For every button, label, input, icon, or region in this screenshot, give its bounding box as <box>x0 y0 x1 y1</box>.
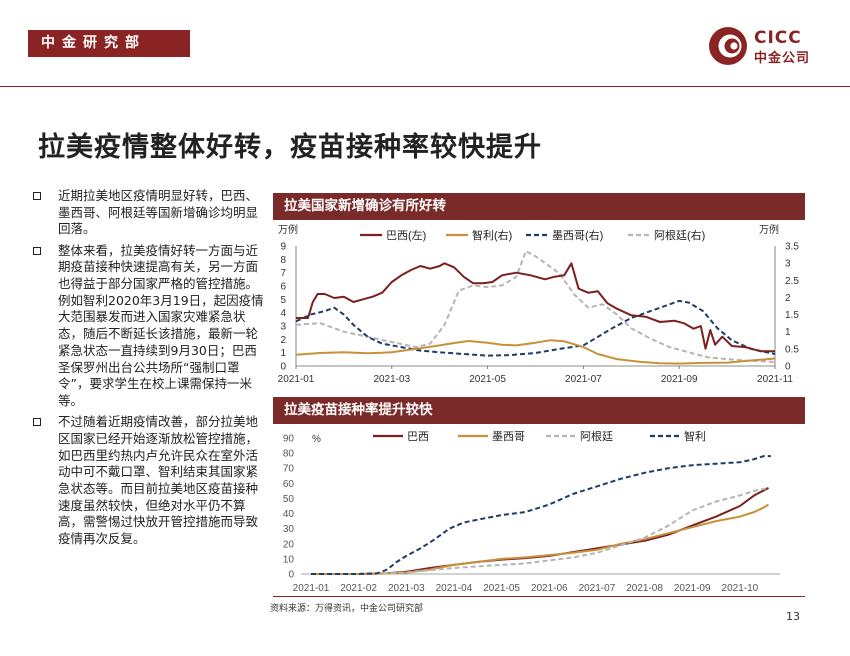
chart1-header: 拉美国家新增确诊有所好转 <box>273 193 805 220</box>
x-tick-label: 2021-01 <box>293 583 330 594</box>
y-tick-label: 0 <box>288 570 294 581</box>
y-tick-label-right: 3 <box>785 259 791 270</box>
series-line-0 <box>311 487 769 575</box>
page-title: 拉美疫情整体好转，疫苗接种率较快提升 <box>38 132 542 163</box>
chart2-header: 拉美疫苗接种率提升较快 <box>273 397 805 424</box>
checkbox-bullet-icon <box>33 192 41 200</box>
x-tick-label: 2021-09 <box>661 374 698 385</box>
y-tick-label-left: 5 <box>280 295 286 306</box>
legend-label: 巴西 <box>407 431 429 443</box>
checkbox-bullet-icon <box>33 418 41 427</box>
x-tick-label: 2021-04 <box>436 583 473 594</box>
legend-label: 墨西哥 <box>492 430 525 443</box>
x-tick-label: 2021-08 <box>626 583 663 594</box>
x-tick-label: 2021-05 <box>483 583 520 594</box>
y-tick-label-left: 7 <box>280 268 286 279</box>
y-tick-label-right: 3.5 <box>785 242 799 253</box>
vaccination-chart: % 0 10 20 30 40 50 60 70 80 90 2021-01 2021-02 2021-0… <box>283 429 780 594</box>
y-tick-label-right: 2.5 <box>785 276 799 287</box>
page-number: 13 <box>786 610 800 623</box>
source-note: 资料来源：万得资讯，中金公司研究部 <box>270 604 424 614</box>
series-line-1 <box>311 503 770 575</box>
y-tick-label-right: 0 <box>785 362 791 373</box>
series-line-1 <box>295 339 776 365</box>
y-tick-label: 70 <box>283 464 295 475</box>
y-tick-label-left: 6 <box>280 282 286 293</box>
x-tick-label: 2021-03 <box>388 583 425 594</box>
series-line-3 <box>295 250 776 363</box>
y-tick-label: 10 <box>283 554 295 565</box>
x-tick-label: 2021-07 <box>565 374 602 385</box>
bullet-text: 整体来看，拉美疫情好转一方面与近期疫苗接种快速提高有关，另一方面也得益于部分国家… <box>58 242 264 408</box>
x-tick-label: 2021-09 <box>674 583 711 594</box>
x-tick-label: 2021-07 <box>579 583 616 594</box>
checkbox-bullet-icon <box>33 246 41 255</box>
y-tick-label: 50 <box>283 494 295 505</box>
series-line-3 <box>311 455 771 575</box>
series-line-2 <box>295 299 776 357</box>
x-tick-label: 2021-06 <box>531 583 568 594</box>
y-tick-label-left: 1 <box>280 348 286 359</box>
y-tick-label: 40 <box>283 509 295 520</box>
bullet-list: 近期拉美地区疫情明显好转，巴西、墨西哥、阿根廷等国新增确诊均明显回落。 整体来看… <box>33 188 265 552</box>
cicc-logo: CICC 中金公司 <box>708 25 823 67</box>
legend-label: 巴西(左) <box>386 229 426 242</box>
y-tick-label: 30 <box>283 524 295 535</box>
bullet-text: 不过随着近期疫情改善，部分拉美地区国家已经开始逐渐放松管控措施，如巴西里约热内卢… <box>58 414 259 547</box>
y-tick-label-left: 8 <box>280 255 286 266</box>
x-tick-label: 2021-02 <box>340 583 377 594</box>
legend-label: 智利(右) <box>472 228 512 242</box>
y-tick-label-left: 4 <box>280 308 286 319</box>
y-tick-label-left: 2 <box>280 335 286 346</box>
bullet-item: 近期拉美地区疫情明显好转，巴西、墨西哥、阿根廷等国新增确诊均明显回落。 <box>33 188 265 238</box>
bullet-text: 近期拉美地区疫情明显好转，巴西、墨西哥、阿根廷等国新增确诊均明显回落。 <box>58 188 259 237</box>
legend-label: 阿根廷 <box>580 429 613 443</box>
y-tick-label-right: 1 <box>785 327 791 338</box>
y-tick-label: 60 <box>283 479 295 490</box>
department-banner: 中金研究部 <box>28 30 190 57</box>
x-tick-label: 2021-03 <box>373 374 410 385</box>
y-tick-label-left: 0 <box>280 362 286 373</box>
y-tick-label-right: 1.5 <box>785 310 799 321</box>
y-axis-label-right: 万例 <box>759 223 779 236</box>
y-tick-label-right: 2 <box>785 293 791 304</box>
y-axis-label-left: 万例 <box>278 223 298 236</box>
logo-text-cn: 中金公司 <box>754 51 811 66</box>
x-tick-label: 2021-05 <box>469 374 506 385</box>
y-tick-label-left: 3 <box>280 322 286 333</box>
x-tick-label: 2021-01 <box>278 374 315 385</box>
x-tick-label: 2021-11 <box>757 374 793 385</box>
header-divider <box>0 86 850 87</box>
bullet-item: 不过随着近期疫情改善，部分拉美地区国家已经开始逐渐放松管控措施，如巴西里约热内卢… <box>33 414 265 548</box>
y-tick-label-right: 0.5 <box>785 344 799 355</box>
legend-label: 智利 <box>684 429 706 443</box>
new-cases-chart: 万例 万例 0 1 2 3 4 5 6 7 8 9 0 0.5 1 1.5 2 2.5 3 3.5 2021-01 202… <box>278 223 800 385</box>
y-axis-label: % <box>312 434 321 445</box>
y-tick-label: 20 <box>283 539 295 550</box>
logo-text-en: CICC <box>754 28 802 48</box>
series-line-0 <box>296 262 775 353</box>
bullet-item: 整体来看，拉美疫情好转一方面与近期疫苗接种快速提高有关，另一方面也得益于部分国家… <box>33 243 265 410</box>
footer-divider <box>273 596 805 597</box>
legend-label: 墨西哥(右) <box>552 228 603 242</box>
x-tick-label: 2021-10 <box>722 583 759 594</box>
y-tick-label-left: 9 <box>280 242 286 253</box>
cicc-logo-icon <box>709 27 747 65</box>
y-tick-label: 80 <box>283 449 295 460</box>
y-tick-label: 90 <box>283 434 295 445</box>
series-line-2 <box>311 486 769 575</box>
legend-label: 阿根廷(右) <box>654 228 705 242</box>
